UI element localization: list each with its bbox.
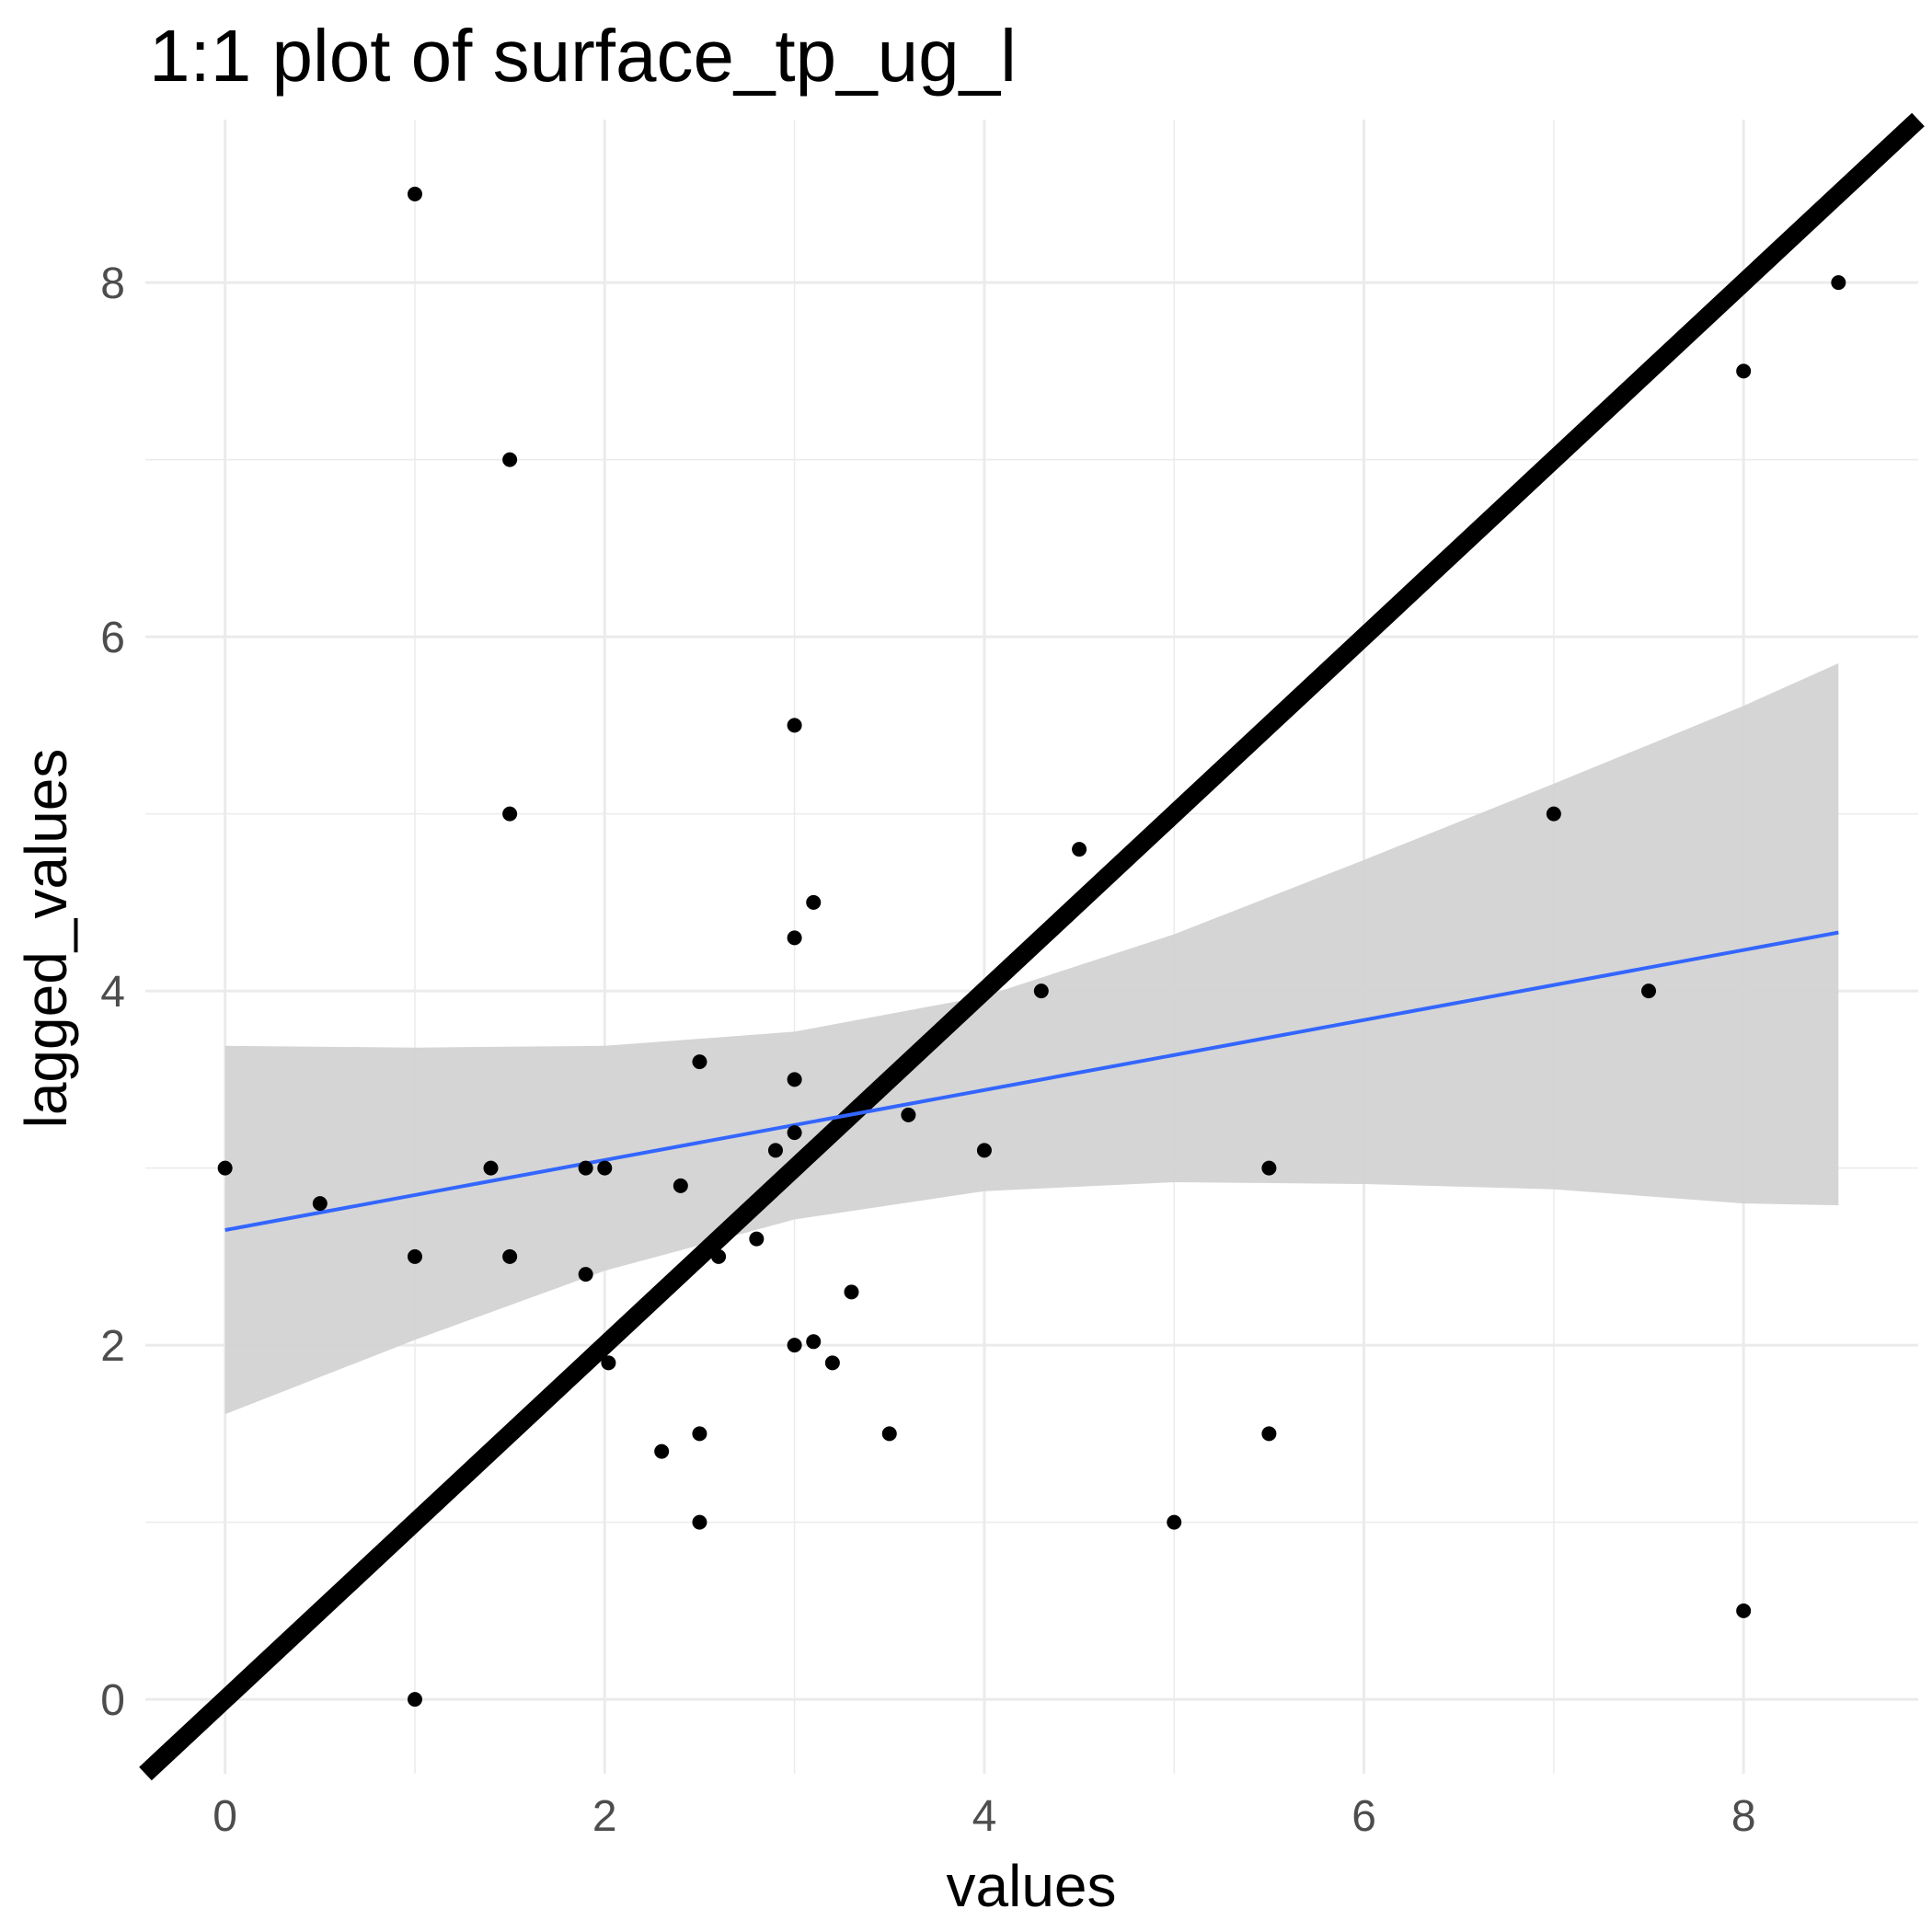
x-tick-label-4: 4 — [972, 1792, 997, 1841]
confidence-band — [224, 663, 1839, 1415]
data-point — [673, 1178, 688, 1193]
data-point — [787, 718, 802, 733]
y-tick-labels: 0 2 4 6 8 — [100, 259, 125, 1725]
data-point — [601, 1355, 616, 1371]
data-point — [692, 1426, 707, 1442]
x-tick-labels: 0 2 4 6 8 — [213, 1792, 1755, 1841]
data-point — [711, 1248, 727, 1264]
data-point — [787, 1338, 802, 1353]
data-point — [1261, 1160, 1277, 1176]
data-point — [976, 1143, 992, 1158]
data-point — [1831, 275, 1846, 291]
data-point — [806, 894, 822, 910]
data-point — [806, 1334, 822, 1350]
data-point — [483, 1160, 499, 1176]
data-point — [578, 1160, 593, 1176]
data-point — [597, 1160, 613, 1176]
data-point — [1167, 1514, 1182, 1530]
x-axis-label: values — [947, 1853, 1117, 1919]
data-point — [1033, 983, 1049, 999]
points-group — [217, 186, 1846, 1708]
x-tick-label-8: 8 — [1731, 1792, 1756, 1841]
y-tick-label-6: 6 — [100, 614, 125, 662]
x-tick-label-2: 2 — [592, 1792, 617, 1841]
y-tick-label-8: 8 — [100, 259, 125, 308]
data-point — [1261, 1426, 1277, 1442]
data-point — [502, 452, 518, 467]
data-point — [654, 1443, 670, 1459]
y-axis-label: lagged_values — [13, 749, 79, 1129]
x-tick-label-0: 0 — [213, 1792, 237, 1841]
data-point — [407, 1248, 422, 1264]
data-point — [787, 1125, 802, 1141]
identity-line — [139, 112, 1925, 1781]
data-point — [767, 1143, 783, 1158]
data-point — [578, 1267, 593, 1282]
data-point — [844, 1284, 859, 1300]
x-tick-label-6: 6 — [1351, 1792, 1376, 1841]
data-point — [1736, 363, 1752, 379]
data-point — [824, 1355, 840, 1371]
data-point — [692, 1514, 707, 1530]
data-point — [312, 1196, 328, 1212]
data-point — [901, 1107, 916, 1122]
data-point — [502, 1248, 518, 1264]
data-point — [787, 930, 802, 946]
data-point — [502, 806, 518, 822]
identity-line-group — [139, 112, 1925, 1781]
y-tick-label-0: 0 — [100, 1676, 125, 1725]
fit-line-group — [224, 930, 1839, 1232]
data-point — [407, 1692, 422, 1708]
chart-title: 1:1 plot of surface_tp_ug_l — [149, 15, 1017, 97]
data-point — [692, 1054, 707, 1070]
data-point — [217, 1160, 233, 1176]
data-point — [787, 1072, 802, 1087]
data-point — [749, 1231, 765, 1247]
data-point — [1641, 983, 1657, 999]
y-tick-label-4: 4 — [100, 968, 125, 1017]
confidence-band-group — [224, 663, 1839, 1415]
data-point — [1072, 842, 1087, 857]
fit-line — [224, 930, 1839, 1232]
data-point — [1546, 806, 1561, 822]
data-point — [407, 186, 422, 201]
y-tick-label-2: 2 — [100, 1322, 125, 1371]
data-point — [1736, 1603, 1752, 1618]
data-point — [881, 1426, 897, 1442]
